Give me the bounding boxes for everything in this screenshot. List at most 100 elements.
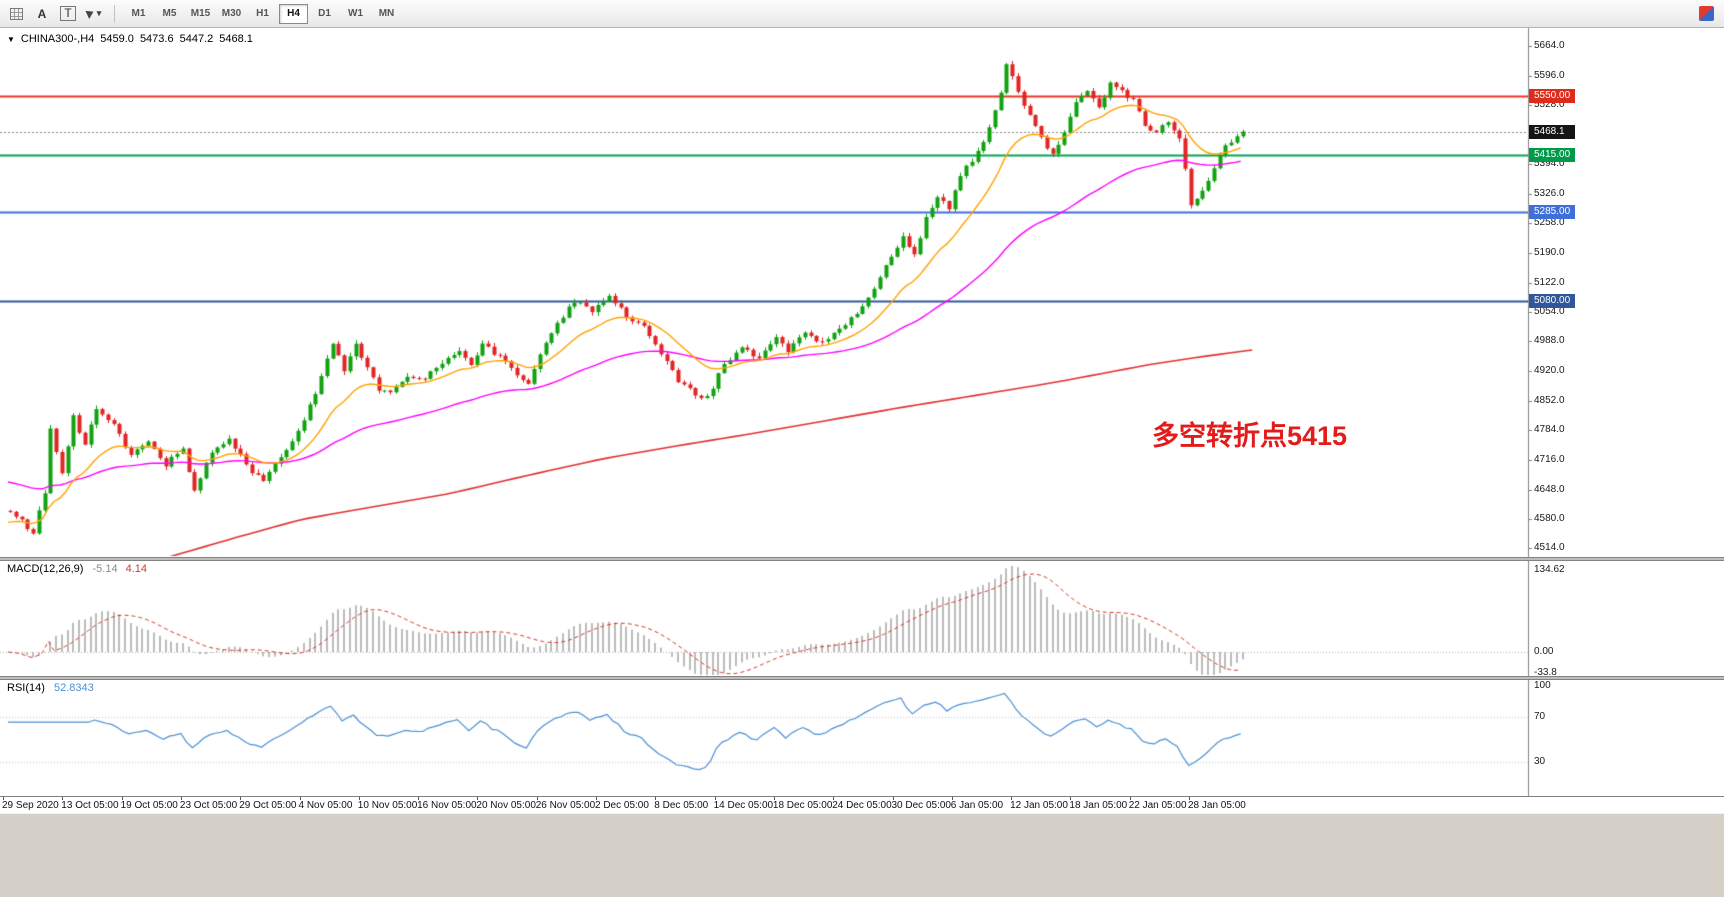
- price-axis-label: 4580.0: [1534, 513, 1565, 525]
- cursor-icon: [85, 7, 96, 20]
- text-box-tool-button[interactable]: T: [56, 3, 80, 25]
- price-axis-label: 4852.0: [1534, 394, 1565, 406]
- price-axis-label: 5258.0: [1534, 217, 1565, 229]
- time-axis-tick: [62, 797, 64, 800]
- time-axis-tick: [240, 797, 242, 800]
- time-axis-tick: [180, 797, 182, 800]
- time-axis-label: 29 Sep 2020: [2, 800, 59, 811]
- time-axis-tick: [1129, 797, 1131, 800]
- price-axis-label: 4988.0: [1534, 335, 1565, 347]
- cursor-style-tool-button[interactable]: ▾: [82, 3, 106, 25]
- time-axis-tick: [536, 797, 538, 800]
- grid-icon: [9, 7, 23, 20]
- time-axis-label: 30 Dec 05:00: [891, 800, 952, 811]
- chart-canvas[interactable]: [0, 28, 1724, 796]
- time-axis-tick: [477, 797, 479, 800]
- rsi-axis-label: 70: [1534, 711, 1546, 722]
- symbol-timeframe-label: CHINA300-,H4: [20, 33, 95, 45]
- time-axis-label: 14 Dec 05:00: [713, 800, 774, 811]
- time-axis-tick: [773, 797, 775, 800]
- macd-main-value: -5.14: [92, 563, 118, 575]
- app-logo-icon: [1699, 6, 1714, 21]
- macd-axis-label: 134.62: [1534, 564, 1565, 575]
- timeframe-button-m1[interactable]: M1: [124, 4, 153, 24]
- macd-signal-value: 4.14: [125, 563, 148, 575]
- price-axis-label: 4920.0: [1534, 364, 1565, 376]
- price-axis-label: 5664.0: [1534, 40, 1565, 51]
- time-axis-label: 18 Dec 05:00: [772, 800, 833, 811]
- time-axis-tick: [121, 797, 123, 800]
- timeframe-button-h1[interactable]: H1: [248, 4, 277, 24]
- chevron-down-icon: ▾: [96, 8, 102, 18]
- text-label-tool-glyph: A: [37, 6, 47, 21]
- time-axis-tick: [1189, 797, 1190, 800]
- timeframe-button-m30[interactable]: M30: [217, 4, 246, 24]
- time-axis-tick: [655, 797, 657, 800]
- rsi-name: RSI(14): [7, 682, 45, 694]
- window-footer: [0, 813, 1724, 897]
- macd-axis-label: 0.00: [1534, 646, 1554, 657]
- time-axis-label: 18 Jan 05:00: [1069, 800, 1128, 811]
- ohlc-close: 5468.1: [219, 33, 253, 45]
- macd-indicator-label: MACD(12,26,9) -5.14 4.14: [7, 563, 147, 575]
- timeframe-button-group: M1 M5 M15 M30 H1 H4 D1 W1 MN: [123, 3, 402, 24]
- time-axis-label: 19 Oct 05:00: [120, 800, 178, 811]
- price-axis-label: 5394.0: [1534, 157, 1565, 169]
- rsi-axis-label: 100: [1534, 680, 1551, 691]
- time-axis-tick: [833, 797, 835, 800]
- time-axis-label: 12 Jan 05:00: [1010, 800, 1068, 811]
- price-axis-label: 5190.0: [1534, 246, 1565, 258]
- price-axis-label: 4648.0: [1534, 483, 1565, 495]
- ohlc-open: 5459.0: [100, 33, 134, 45]
- macd-pane-splitter[interactable]: [0, 557, 1724, 561]
- time-axis-label: 10 Nov 05:00: [357, 800, 418, 811]
- chart-annotation-text[interactable]: 多空转折点5415: [1152, 421, 1348, 451]
- price-level-badge: 5415.00: [1529, 147, 1576, 162]
- price-axis-label: 5596.0: [1534, 69, 1565, 81]
- time-axis-tick: [596, 797, 597, 800]
- price-axis-label: 5122.0: [1534, 276, 1565, 288]
- grid-tool-button[interactable]: [4, 3, 28, 25]
- timeframe-button-d1[interactable]: D1: [310, 4, 339, 24]
- rsi-indicator-label: RSI(14) 52.8343: [7, 682, 94, 694]
- time-axis-label: 20 Nov 05:00: [476, 800, 536, 811]
- time-axis-label: 28 Jan 05:00: [1188, 800, 1246, 811]
- time-axis-label: 26 Nov 05:00: [535, 800, 596, 811]
- time-axis-tick: [1011, 797, 1013, 800]
- time-axis-label: 6 Jan 05:00: [950, 800, 1004, 811]
- chart-title-bar: ▼ CHINA300-,H4 5459.0 5473.6 5447.2 5468…: [7, 33, 253, 45]
- timeframe-button-h4[interactable]: H4: [279, 3, 308, 24]
- macd-axis-label: -33.8: [1534, 667, 1557, 678]
- text-label-tool-button[interactable]: A: [30, 3, 54, 25]
- timeframe-button-w1[interactable]: W1: [341, 4, 370, 24]
- time-axis-tick: [714, 797, 716, 800]
- time-axis-label: 16 Nov 05:00: [417, 800, 477, 811]
- macd-name: MACD(12,26,9): [7, 563, 84, 575]
- price-axis-label: 5054.0: [1534, 306, 1565, 318]
- time-axis-label: 23 Oct 05:00: [179, 800, 238, 811]
- rsi-value: 52.8343: [53, 682, 94, 694]
- toolbar-separator: [114, 4, 115, 23]
- time-axis-tick: [358, 797, 360, 800]
- time-axis[interactable]: 29 Sep 2020 13 Oct 05:00 19 Oct 05:00 23 Oc…: [0, 796, 1724, 813]
- rsi-pane-splitter[interactable]: [0, 676, 1724, 680]
- symbol-dropdown-icon[interactable]: ▼: [7, 34, 15, 44]
- price-level-badge: 5550.00: [1529, 88, 1576, 103]
- time-axis-label: 29 Oct 05:00: [239, 800, 297, 811]
- chart-panel: ▼ CHINA300-,H4 5459.0 5473.6 5447.2 5468…: [0, 28, 1724, 796]
- text-box-tool-glyph: T: [60, 6, 76, 21]
- price-axis-label: 4784.0: [1534, 424, 1565, 436]
- time-axis-tick: [951, 797, 953, 800]
- time-axis-tick: [892, 797, 894, 800]
- time-axis-tick: [1070, 797, 1072, 800]
- price-axis-label: 5326.0: [1534, 187, 1565, 199]
- price-level-badge: 5285.00: [1529, 204, 1576, 219]
- price-level-badge: 5468.1: [1529, 124, 1575, 139]
- ohlc-high: 5473.6: [139, 33, 174, 45]
- time-axis-tick: [3, 797, 4, 800]
- timeframe-button-m5[interactable]: M5: [155, 4, 184, 24]
- ohlc-low: 5447.2: [179, 33, 214, 45]
- timeframe-button-mn[interactable]: MN: [372, 4, 401, 24]
- price-level-badge: 5080.00: [1529, 294, 1576, 309]
- timeframe-button-m15[interactable]: M15: [186, 4, 215, 24]
